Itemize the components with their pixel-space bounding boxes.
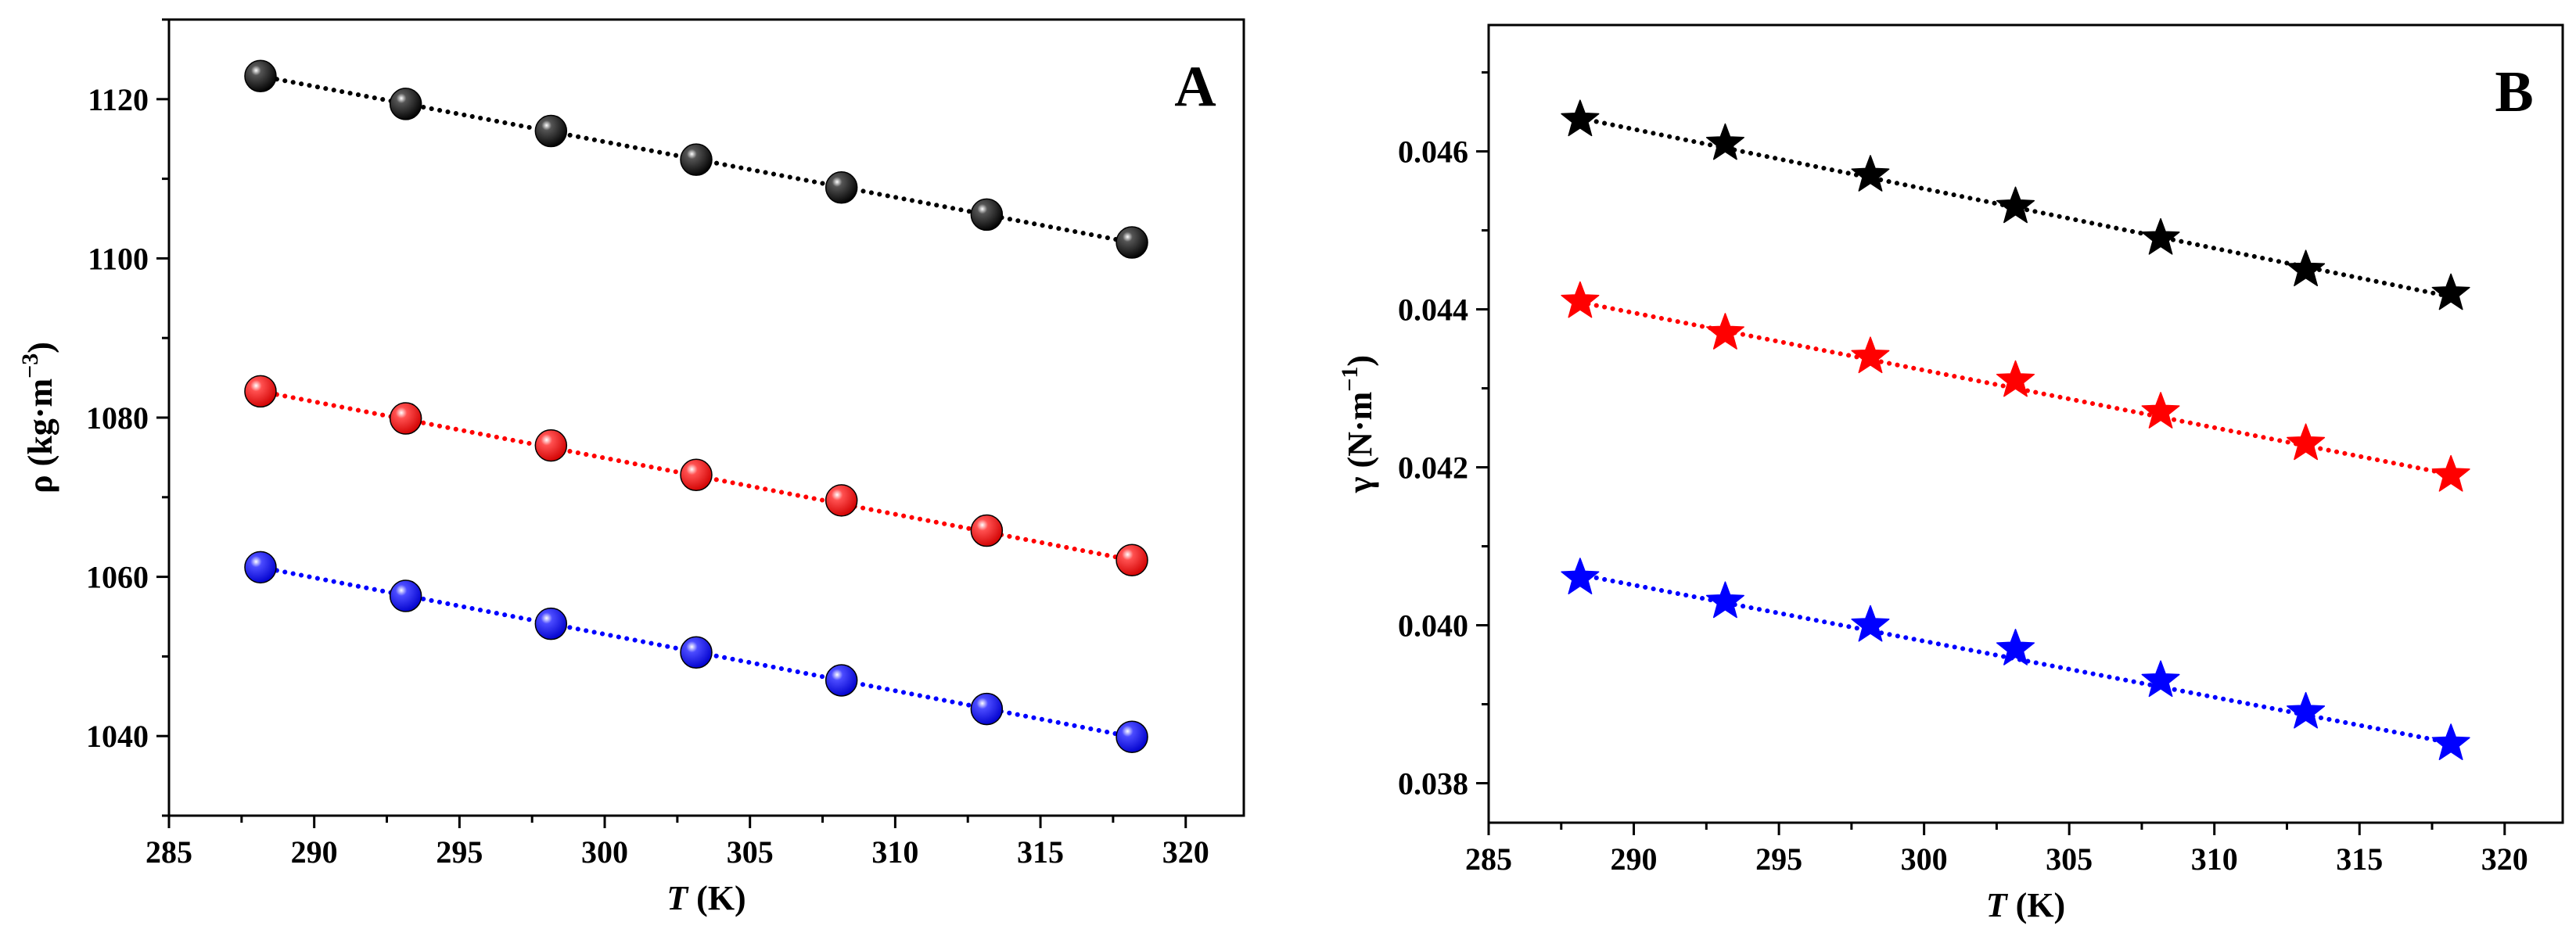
panel-a-point-black xyxy=(389,88,422,120)
panel-a-y-tick-label: 1080 xyxy=(86,400,149,436)
panel-a-x-tick-label: 315 xyxy=(1017,834,1064,870)
panel-b-x-tick-label: 290 xyxy=(1611,841,1658,877)
panel-a-point-red xyxy=(389,402,422,435)
panel-b-point-black xyxy=(1561,99,1600,137)
panel-b-y-axis-title-exponent: −1 xyxy=(1337,367,1363,392)
panel-b-point-black xyxy=(1705,123,1744,160)
panel-b-point-black xyxy=(1851,155,1890,192)
panel-b-point-blue xyxy=(2431,723,2470,760)
panel-a-point-red xyxy=(825,484,858,517)
panel-a-x-axis-title-unit: (K) xyxy=(688,879,746,917)
panel-b-point-red xyxy=(1996,360,2035,397)
panel-a-point-blue xyxy=(244,551,277,584)
panel-b-y-axis-title-base: γ (N·m xyxy=(1341,392,1379,493)
panel-b-y-tick-label: 0.042 xyxy=(1398,450,1468,486)
panel-b-point-red xyxy=(1851,336,1890,374)
panel-b-x-tick-label: 315 xyxy=(2336,841,2383,877)
panel-a-plot-frame xyxy=(167,18,1245,817)
panel-a-x-tick-label: 310 xyxy=(871,834,918,870)
panel-b-point-blue xyxy=(1705,581,1744,619)
panel-b-point-red xyxy=(2431,454,2470,492)
panel-a-point-black xyxy=(680,143,713,176)
panel-b-point-blue xyxy=(1561,558,1600,594)
panel-a-point-red xyxy=(680,458,713,492)
panel-b-x-tick-label: 305 xyxy=(2046,841,2093,877)
panel-b-point-black xyxy=(1996,186,2035,224)
panel-b-y-axis-title: γ (N·m−1) xyxy=(1337,355,1379,493)
panel-b-point-blue xyxy=(2287,691,2326,729)
panel-a-point-blue xyxy=(534,607,568,640)
panel-a-point-black xyxy=(1116,226,1148,259)
panel-a-point-blue xyxy=(970,692,1004,726)
panel-b-x-tick-label: 310 xyxy=(2191,841,2238,877)
panel-b-y-tick-label: 0.044 xyxy=(1398,292,1468,328)
panel-a-chart: 285 290 295 300 305 310 315 320 1040 1060 1080 1100… xyxy=(17,18,1245,917)
panel-a-x-tick-label: 290 xyxy=(291,834,338,870)
panel-b-chart: 285 290 295 300 305 310 315 320 0.038 0.040 0.042 0… xyxy=(1337,23,2564,924)
panel-a-point-red xyxy=(534,429,568,462)
panel-b-y-tick-label: 0.046 xyxy=(1398,135,1468,170)
panel-a-point-black xyxy=(970,198,1004,231)
panel-b-point-blue xyxy=(1851,605,1890,642)
panel-a-y-axis-title-base: ρ (kg·m xyxy=(21,379,59,493)
panel-b-fit-line-blue xyxy=(1577,572,2454,745)
panel-b-x-axis-title-unit: (K) xyxy=(2007,886,2066,924)
panel-b-x-tick-label: 285 xyxy=(1465,841,1512,877)
panel-a-x-axis-title: T (K) xyxy=(666,879,745,917)
panel-b-point-black xyxy=(2141,217,2180,255)
panel-a-point-blue xyxy=(1116,720,1148,753)
panel-b-y-tick-label: 0.040 xyxy=(1398,608,1468,644)
panel-a-x-tick-label: 300 xyxy=(581,834,628,870)
panel-b-point-blue xyxy=(1996,629,2035,666)
panel-b-point-red xyxy=(1561,281,1600,318)
panel-b-y-axis-title-close: ) xyxy=(1341,355,1379,367)
panel-a-point-red xyxy=(1116,544,1148,576)
panel-b-x-tick-label: 320 xyxy=(2481,841,2528,877)
panel-a-y-axis-title-close: ) xyxy=(21,342,59,353)
panel-b-point-black xyxy=(2287,249,2326,287)
panel-a-point-blue xyxy=(825,664,858,697)
panel-a-panel-letter: A xyxy=(1174,55,1216,119)
panel-b-point-blue xyxy=(2141,660,2180,698)
panel-a-point-black xyxy=(534,114,568,148)
panel-a-point-black xyxy=(244,59,277,93)
panel-b-point-red xyxy=(2287,423,2326,461)
panel-a-point-red xyxy=(244,375,277,408)
panel-a-y-axis-title-exponent: −3 xyxy=(17,353,43,379)
panel-b-point-red xyxy=(2141,392,2180,429)
panel-b-x-tick-label: 300 xyxy=(1901,841,1948,877)
panel-b-x-axis-title-symbol: T xyxy=(1986,886,2009,924)
panel-b-plot-frame xyxy=(1487,23,2564,824)
panel-a-point-red xyxy=(970,514,1004,547)
panel-a-point-blue xyxy=(389,579,422,612)
panel-a-y-tick-label: 1120 xyxy=(88,82,149,117)
panel-a-y-axis-title: ρ (kg·m−3) xyxy=(17,342,59,493)
panel-b-y-tick-label: 0.038 xyxy=(1398,766,1468,802)
panel-b-point-black xyxy=(2431,273,2470,310)
panel-b-point-red xyxy=(1705,313,1744,350)
panel-a-y-tick-label: 1040 xyxy=(86,719,149,754)
panel-a-x-tick-label: 295 xyxy=(436,834,483,870)
panel-b-x-tick-label: 295 xyxy=(1755,841,1802,877)
panel-a-x-tick-label: 305 xyxy=(727,834,774,870)
panel-a-x-tick-label: 320 xyxy=(1162,834,1209,870)
panel-b-x-axis-title: T (K) xyxy=(1986,886,2065,924)
panel-a-point-black xyxy=(825,171,858,204)
panel-a-x-tick-label: 285 xyxy=(146,834,192,870)
panel-b-panel-letter: B xyxy=(2495,60,2533,124)
panel-a-point-blue xyxy=(680,636,713,669)
panel-a-y-tick-label: 1060 xyxy=(86,560,149,595)
panel-a-x-axis-title-symbol: T xyxy=(666,879,689,917)
panel-a-y-tick-label: 1100 xyxy=(88,241,149,276)
